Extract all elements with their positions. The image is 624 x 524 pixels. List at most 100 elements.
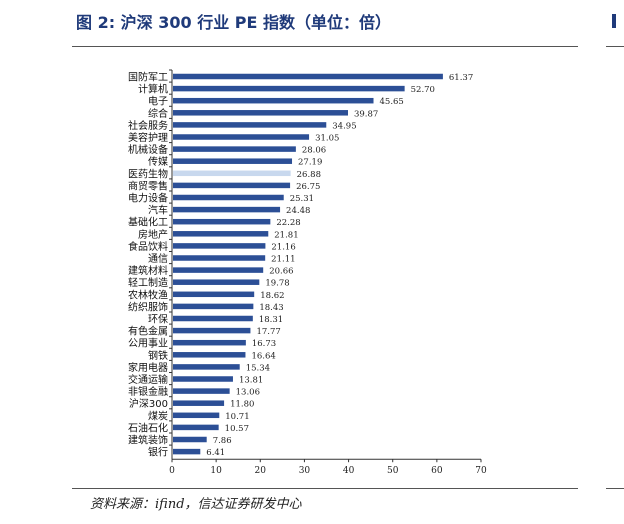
bar xyxy=(173,85,405,92)
value-label: 52.70 xyxy=(411,85,435,95)
bar xyxy=(173,412,220,419)
x-tick-label: 10 xyxy=(210,466,222,476)
value-label: 6.41 xyxy=(206,448,225,458)
value-label: 26.75 xyxy=(296,182,320,192)
value-label: 21.81 xyxy=(274,230,298,240)
bar xyxy=(173,110,348,116)
category-label: 电力设备 xyxy=(128,192,168,205)
category-label: 非银金融 xyxy=(128,385,168,398)
category-label: 机械设备 xyxy=(128,143,168,156)
bar xyxy=(173,267,264,273)
value-label: 21.11 xyxy=(271,255,295,265)
value-label: 13.81 xyxy=(239,376,263,386)
category-label: 传媒 xyxy=(148,156,168,168)
chart-title: 图 2: 沪深 300 行业 PE 指数（单位：倍） xyxy=(76,13,392,32)
value-label: 24.48 xyxy=(286,206,310,216)
adjacent-divider-bottom xyxy=(606,488,624,489)
category-label: 沪深300 xyxy=(129,397,168,410)
source-note: 资料来源：ifind，信达证券研发中心 xyxy=(90,497,302,512)
x-tick-label: 50 xyxy=(387,466,399,476)
category-label: 建筑装饰 xyxy=(128,434,168,447)
bar xyxy=(173,327,251,334)
bar xyxy=(173,158,293,164)
value-label: 18.31 xyxy=(259,315,283,325)
bar xyxy=(173,146,296,152)
category-label: 银行 xyxy=(148,446,168,459)
value-label: 28.06 xyxy=(302,146,326,156)
bar xyxy=(173,231,269,237)
bar xyxy=(173,218,271,225)
category-label: 公用事业 xyxy=(128,337,168,350)
x-tick-label: 70 xyxy=(475,466,487,476)
bar xyxy=(173,448,201,455)
value-label: 26.88 xyxy=(297,170,321,180)
bar xyxy=(173,182,291,189)
bar xyxy=(173,436,207,443)
bar xyxy=(173,291,255,298)
bar xyxy=(173,73,443,80)
bar xyxy=(173,388,230,394)
value-label: 19.78 xyxy=(265,279,289,289)
category-label: 国防军工 xyxy=(128,71,168,84)
category-label: 美容护理 xyxy=(128,131,168,144)
bar xyxy=(173,122,327,128)
category-label: 钢铁 xyxy=(148,349,168,362)
adjacent-figure-marker xyxy=(612,14,616,28)
category-label: 房地产 xyxy=(138,228,168,241)
bar xyxy=(173,194,284,201)
bar xyxy=(173,243,266,249)
bar xyxy=(173,170,291,177)
value-label: 39.87 xyxy=(354,109,378,119)
category-label: 食品饮料 xyxy=(128,240,168,253)
value-label: 61.37 xyxy=(449,73,473,83)
value-label: 20.66 xyxy=(269,267,293,277)
category-label: 商贸零售 xyxy=(128,179,168,192)
bar xyxy=(173,352,246,358)
value-label: 13.06 xyxy=(236,388,260,398)
category-label: 计算机 xyxy=(138,83,168,96)
category-label: 轻工制造 xyxy=(128,276,168,289)
category-label: 医药生物 xyxy=(128,167,168,180)
bar xyxy=(173,424,219,431)
value-label: 10.57 xyxy=(225,424,249,434)
category-label: 纺织服饰 xyxy=(128,300,168,313)
value-label: 34.95 xyxy=(332,121,356,131)
bar xyxy=(173,315,253,322)
value-label: 21.16 xyxy=(271,242,295,252)
value-label: 10.71 xyxy=(225,412,249,422)
category-label: 建筑材料 xyxy=(128,264,168,277)
source-divider xyxy=(72,488,578,489)
category-label: 电子 xyxy=(148,95,168,108)
category-label: 汽车 xyxy=(148,204,168,217)
bar xyxy=(173,364,240,370)
bar xyxy=(173,97,374,104)
category-label: 基础化工 xyxy=(128,216,168,229)
value-label: 18.43 xyxy=(259,303,283,313)
value-label: 27.19 xyxy=(298,158,322,168)
value-label: 25.31 xyxy=(290,194,314,204)
bar xyxy=(173,303,254,310)
bar xyxy=(173,339,246,346)
category-label: 石油石化 xyxy=(128,421,168,434)
adjacent-divider xyxy=(606,46,624,47)
bar xyxy=(173,206,281,213)
bar xyxy=(173,400,225,406)
value-label: 16.73 xyxy=(252,339,276,349)
category-label: 农林牧渔 xyxy=(128,288,168,301)
category-label: 有色金属 xyxy=(128,325,168,338)
x-tick-label: 40 xyxy=(343,466,355,476)
category-label: 社会服务 xyxy=(128,119,168,132)
value-label: 31.05 xyxy=(315,134,339,144)
x-tick-label: 60 xyxy=(431,466,443,476)
value-label: 11.80 xyxy=(230,400,254,410)
x-tick-label: 0 xyxy=(169,466,175,476)
category-label: 煤炭 xyxy=(148,409,168,422)
bar xyxy=(173,134,310,140)
bar xyxy=(173,255,266,261)
bar xyxy=(173,279,260,285)
category-label: 家用电器 xyxy=(128,361,168,374)
category-label: 通信 xyxy=(148,253,168,265)
x-tick-label: 30 xyxy=(299,466,311,476)
title-divider xyxy=(72,46,578,47)
